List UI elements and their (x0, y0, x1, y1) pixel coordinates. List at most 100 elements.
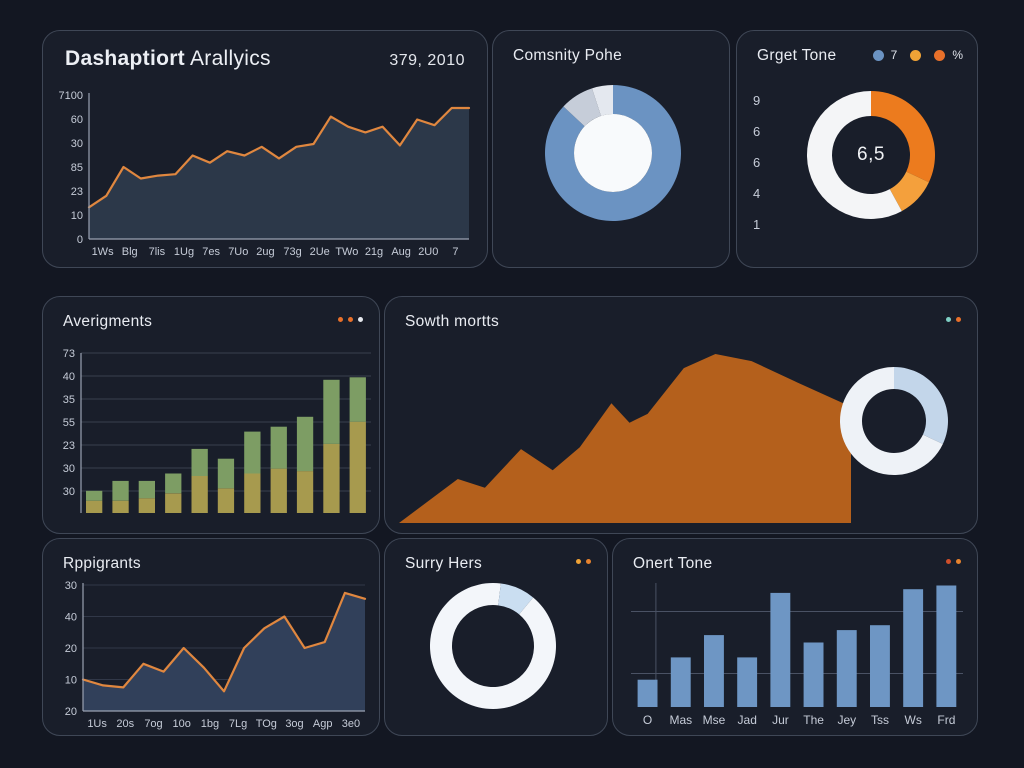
svg-text:10: 10 (65, 675, 77, 687)
survey-donut-chart (429, 583, 556, 709)
svg-text:7lis: 7lis (149, 246, 166, 258)
svg-text:10o: 10o (173, 718, 191, 730)
legend-dot-icon (910, 49, 922, 61)
applicants-title: Rppigrants (63, 555, 141, 572)
svg-text:23: 23 (63, 440, 75, 452)
menu-dot-icon (946, 559, 951, 564)
svg-text:55: 55 (63, 417, 75, 429)
survey-title: Surry Hers (405, 555, 483, 572)
svg-text:The: The (803, 713, 824, 727)
svg-text:2U0: 2U0 (418, 246, 438, 258)
svg-text:3e0: 3e0 (342, 718, 360, 730)
svg-text:1Ug: 1Ug (174, 246, 194, 258)
panel-community: Comsnity Pohe (492, 30, 730, 268)
svg-text:TOg: TOg (256, 718, 277, 730)
legend-item: 7 (872, 48, 897, 62)
svg-text:Mse: Mse (703, 713, 726, 727)
svg-text:23: 23 (71, 186, 83, 198)
svg-text:1Us: 1Us (87, 718, 107, 730)
averigments-stacked-bar-chart: 73 40 35 55 23 30 30 (63, 348, 371, 513)
legend-dot-icon (872, 49, 884, 61)
axis-value: 4 (753, 186, 761, 201)
svg-text:Tss: Tss (871, 713, 889, 727)
legend-item (910, 49, 922, 61)
averigments-title: Averigments (63, 313, 153, 330)
community-donut-chart (544, 85, 681, 221)
svg-text:10: 10 (71, 210, 83, 222)
svg-text:Mas: Mas (669, 713, 692, 727)
growth-menu-button[interactable] (946, 317, 961, 322)
svg-text:20s: 20s (116, 718, 134, 730)
svg-text:60: 60 (71, 114, 83, 126)
axis-value: 6 (753, 124, 761, 139)
target-axis-values: 9 6 6 4 1 (753, 93, 760, 232)
svg-text:Jur: Jur (772, 713, 789, 727)
svg-text:2ug: 2ug (256, 246, 274, 258)
onert-title: Onert Tone (633, 555, 713, 572)
axis-value: 9 (753, 93, 761, 108)
averigments-menu-button[interactable] (338, 317, 363, 322)
svg-text:2Ue: 2Ue (310, 246, 330, 258)
growth-donut-chart (839, 367, 948, 475)
svg-text:73: 73 (63, 348, 75, 360)
svg-text:7Lg: 7Lg (229, 718, 247, 730)
svg-text:85: 85 (71, 162, 83, 174)
svg-text:73g: 73g (283, 246, 301, 258)
legend-dot-icon (934, 49, 946, 61)
svg-text:30: 30 (63, 486, 75, 498)
page-title-bold: Dashaptiort (65, 47, 185, 70)
svg-text:40: 40 (63, 371, 75, 383)
target-legend: 7% (872, 48, 963, 62)
svg-text:Agp: Agp (313, 718, 333, 730)
svg-text:21g: 21g (365, 246, 383, 258)
panel-growth: Sowth mortts (384, 296, 978, 534)
menu-dot-icon (576, 559, 581, 564)
svg-text:Jad: Jad (738, 713, 757, 727)
svg-text:3og: 3og (285, 718, 303, 730)
page-title: Dashaptiort Arallyics (65, 47, 271, 71)
panel-averigments: Averigments 73 40 35 55 23 30 30 (42, 296, 380, 534)
menu-dot-icon (338, 317, 343, 322)
svg-text:Aug: Aug (391, 246, 411, 258)
svg-text:30: 30 (63, 463, 75, 475)
menu-dot-icon (358, 317, 363, 322)
svg-text:1Ws: 1Ws (92, 246, 115, 258)
svg-text:TWo: TWo (335, 246, 358, 258)
axis-value: 6 (753, 155, 761, 170)
svg-text:Blg: Blg (122, 246, 138, 258)
svg-text:7Uo: 7Uo (228, 246, 248, 258)
menu-dot-icon (586, 559, 591, 564)
page-title-rest: Arallyics (189, 47, 271, 70)
menu-dot-icon (956, 559, 961, 564)
svg-text:7100: 7100 (59, 90, 83, 102)
svg-text:20: 20 (65, 643, 77, 655)
survey-menu-button[interactable] (576, 559, 591, 564)
panel-main-analytics: Dashaptiort Arallyics 379, 2010 7100 60 30… (42, 30, 488, 268)
svg-text:7og: 7og (144, 718, 162, 730)
svg-text:1bg: 1bg (201, 718, 219, 730)
svg-text:7: 7 (452, 246, 458, 258)
svg-text:Frd: Frd (937, 713, 955, 727)
svg-text:20: 20 (65, 706, 77, 718)
target-donut-chart (806, 90, 936, 219)
svg-text:40: 40 (65, 612, 77, 624)
growth-title: Sowth mortts (405, 313, 500, 330)
panel-onert: Onert Tone O Mas Mse Jad Jur The Jey Tss Ws Frd (612, 538, 978, 736)
main-kpi-value: 379, 2010 (389, 52, 465, 69)
svg-text:Ws: Ws (905, 713, 922, 727)
onert-menu-button[interactable] (946, 559, 961, 564)
main-area-chart: 7100 60 30 85 23 10 0 1Ws Blg 7lis 1Ug 7es 7Uo 2ug 73g… (59, 90, 471, 258)
panel-applicants: Rppigrants 30 40 20 10 20 1Us 20s 7og 10o 1bg 7Lg T… (42, 538, 380, 736)
svg-text:O: O (643, 713, 652, 727)
svg-text:0: 0 (77, 234, 83, 246)
svg-text:35: 35 (63, 394, 75, 406)
axis-value: 1 (753, 217, 761, 232)
panel-survey: Surry Hers (384, 538, 608, 736)
svg-text:30: 30 (71, 138, 83, 150)
menu-dot-icon (956, 317, 961, 322)
onert-bar-chart: O Mas Mse Jad Jur The Jey Tss Ws Frd (631, 583, 963, 727)
legend-label: % (952, 48, 963, 62)
svg-text:Jey: Jey (837, 713, 856, 727)
svg-text:30: 30 (65, 581, 77, 592)
